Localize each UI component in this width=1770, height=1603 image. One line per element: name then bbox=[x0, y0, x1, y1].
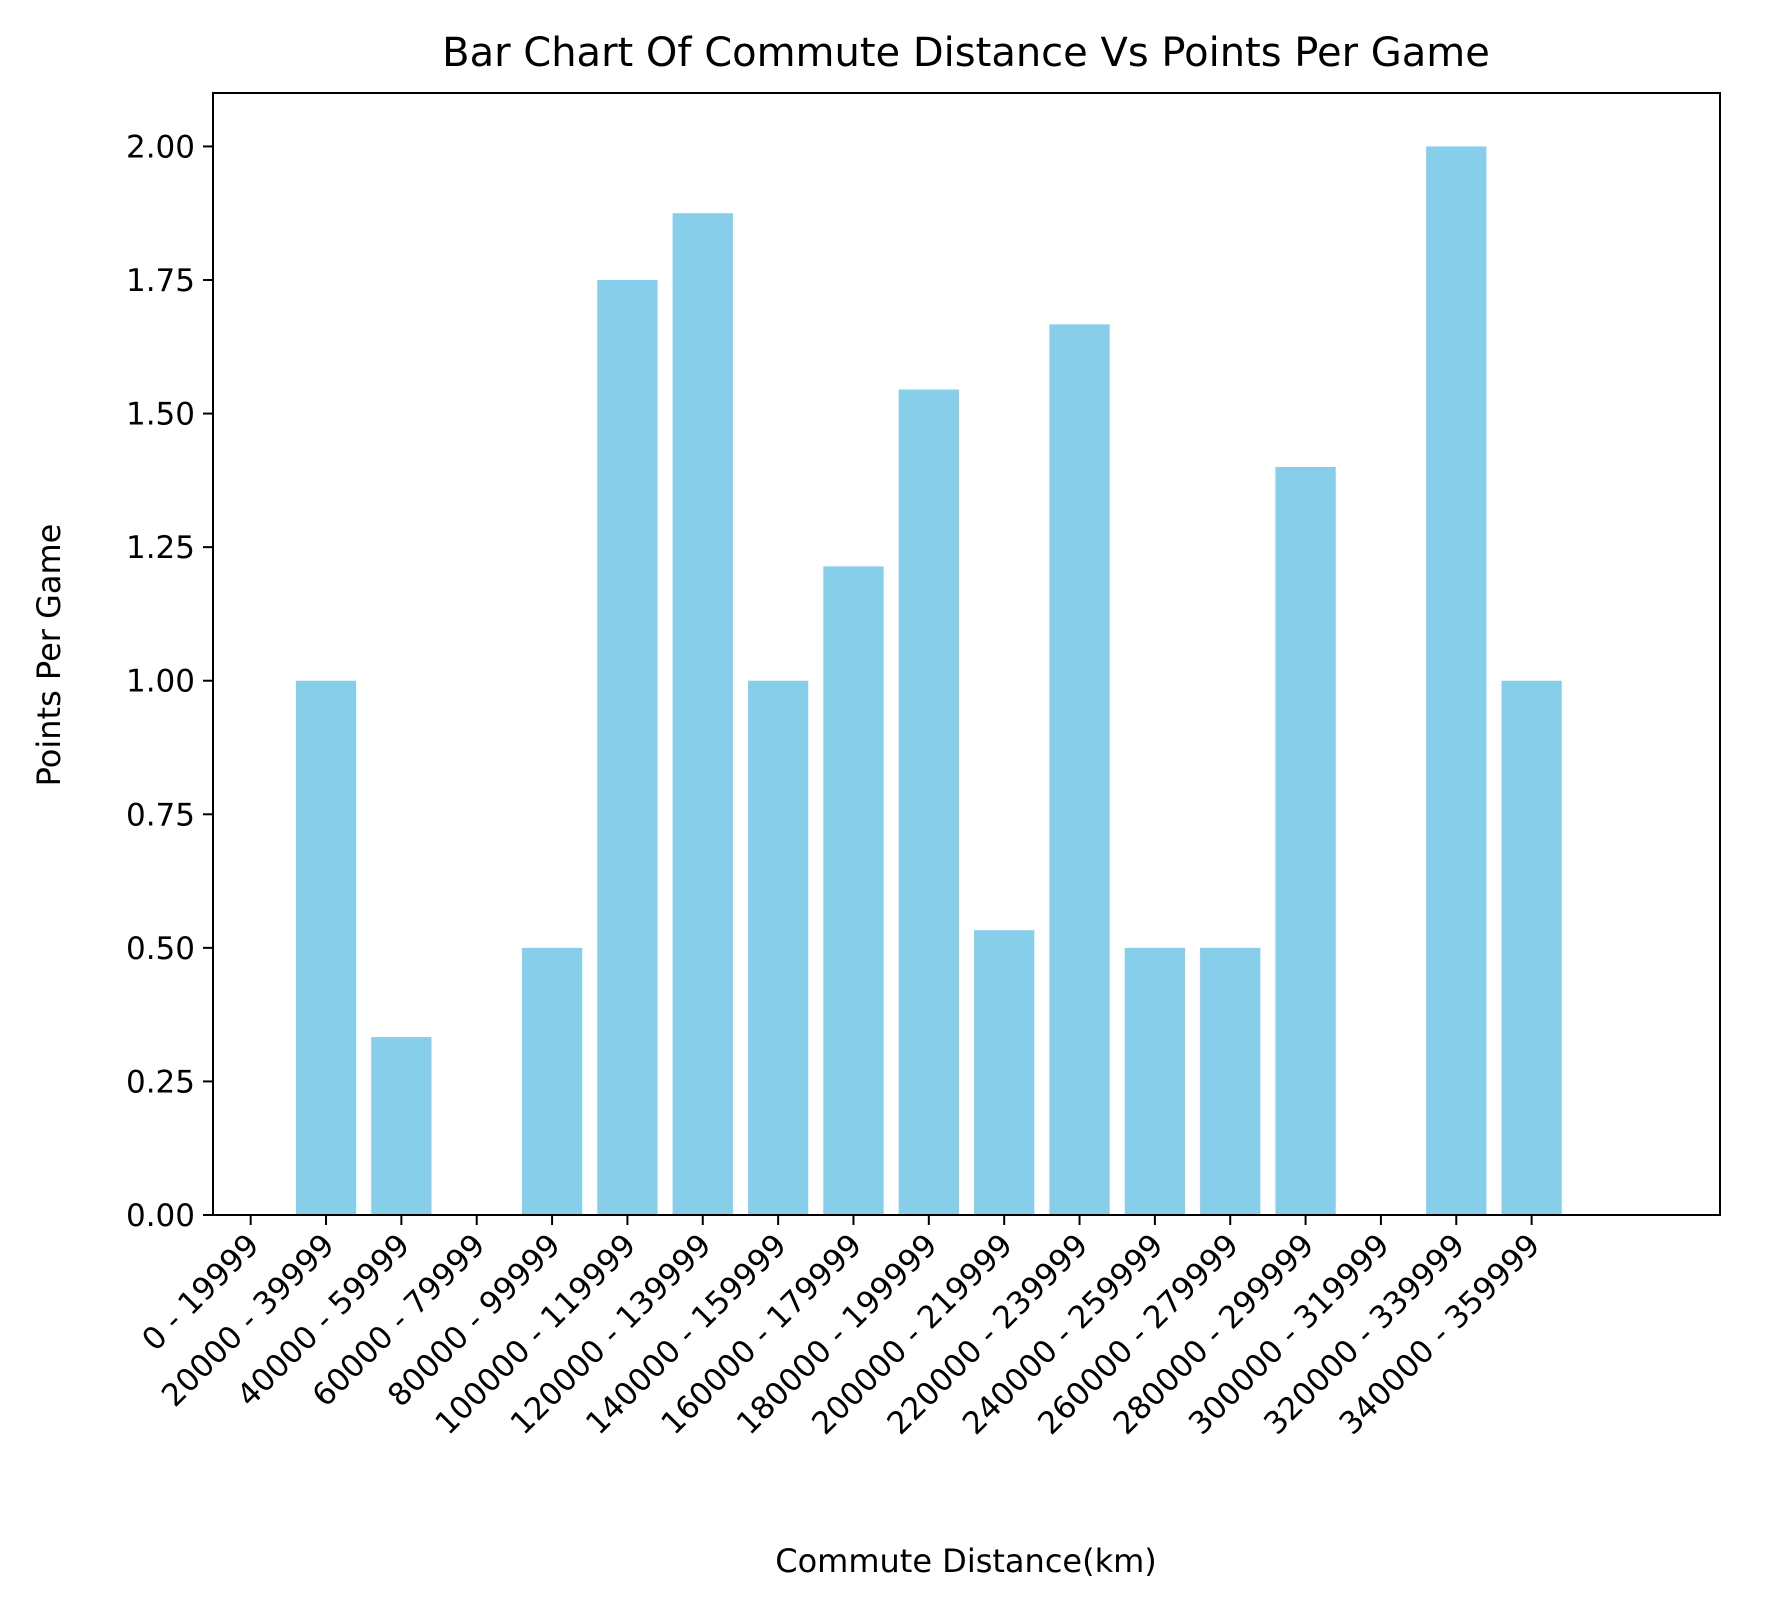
y-axis-label: Points Per Game bbox=[30, 524, 68, 787]
y-tick-label: 1.25 bbox=[126, 530, 195, 566]
bar-11 bbox=[1049, 324, 1110, 1215]
y-tick-label: 1.00 bbox=[126, 664, 195, 700]
y-ticks-layer: 0.00 0.25 0.50 0.75 1.00 1.25 1.50 1.75 2.00 bbox=[126, 129, 213, 1234]
bar-17 bbox=[1501, 680, 1562, 1215]
bar-13 bbox=[1200, 947, 1261, 1215]
chart-title: Bar Chart Of Commute Distance Vs Points … bbox=[442, 30, 1490, 76]
bar-2 bbox=[371, 1037, 432, 1215]
y-tick-label: 0.50 bbox=[126, 931, 195, 967]
x-axis-label: Commute Distance(km) bbox=[775, 1542, 1157, 1580]
bar-9 bbox=[898, 389, 959, 1215]
y-tick-label: 0.25 bbox=[126, 1064, 195, 1100]
bar-8 bbox=[823, 566, 884, 1215]
bar-4 bbox=[521, 947, 583, 1215]
bar-1 bbox=[295, 680, 357, 1215]
bar-6 bbox=[672, 213, 733, 1215]
y-tick-label: 1.50 bbox=[126, 397, 195, 433]
bar-5 bbox=[597, 280, 658, 1215]
bar-14 bbox=[1275, 467, 1336, 1215]
y-tick-label: 2.00 bbox=[126, 129, 195, 165]
bar-10 bbox=[974, 930, 1035, 1215]
bars-layer bbox=[295, 146, 1562, 1215]
y-tick-label: 0.75 bbox=[126, 797, 195, 833]
bar-7 bbox=[747, 680, 809, 1215]
bar-16 bbox=[1426, 146, 1487, 1215]
bar-12 bbox=[1124, 947, 1186, 1215]
y-tick-label: 0.00 bbox=[126, 1198, 195, 1234]
y-tick-label: 1.75 bbox=[126, 263, 195, 299]
axes-layer bbox=[212, 92, 1721, 1216]
plot-frame bbox=[212, 92, 1721, 1216]
